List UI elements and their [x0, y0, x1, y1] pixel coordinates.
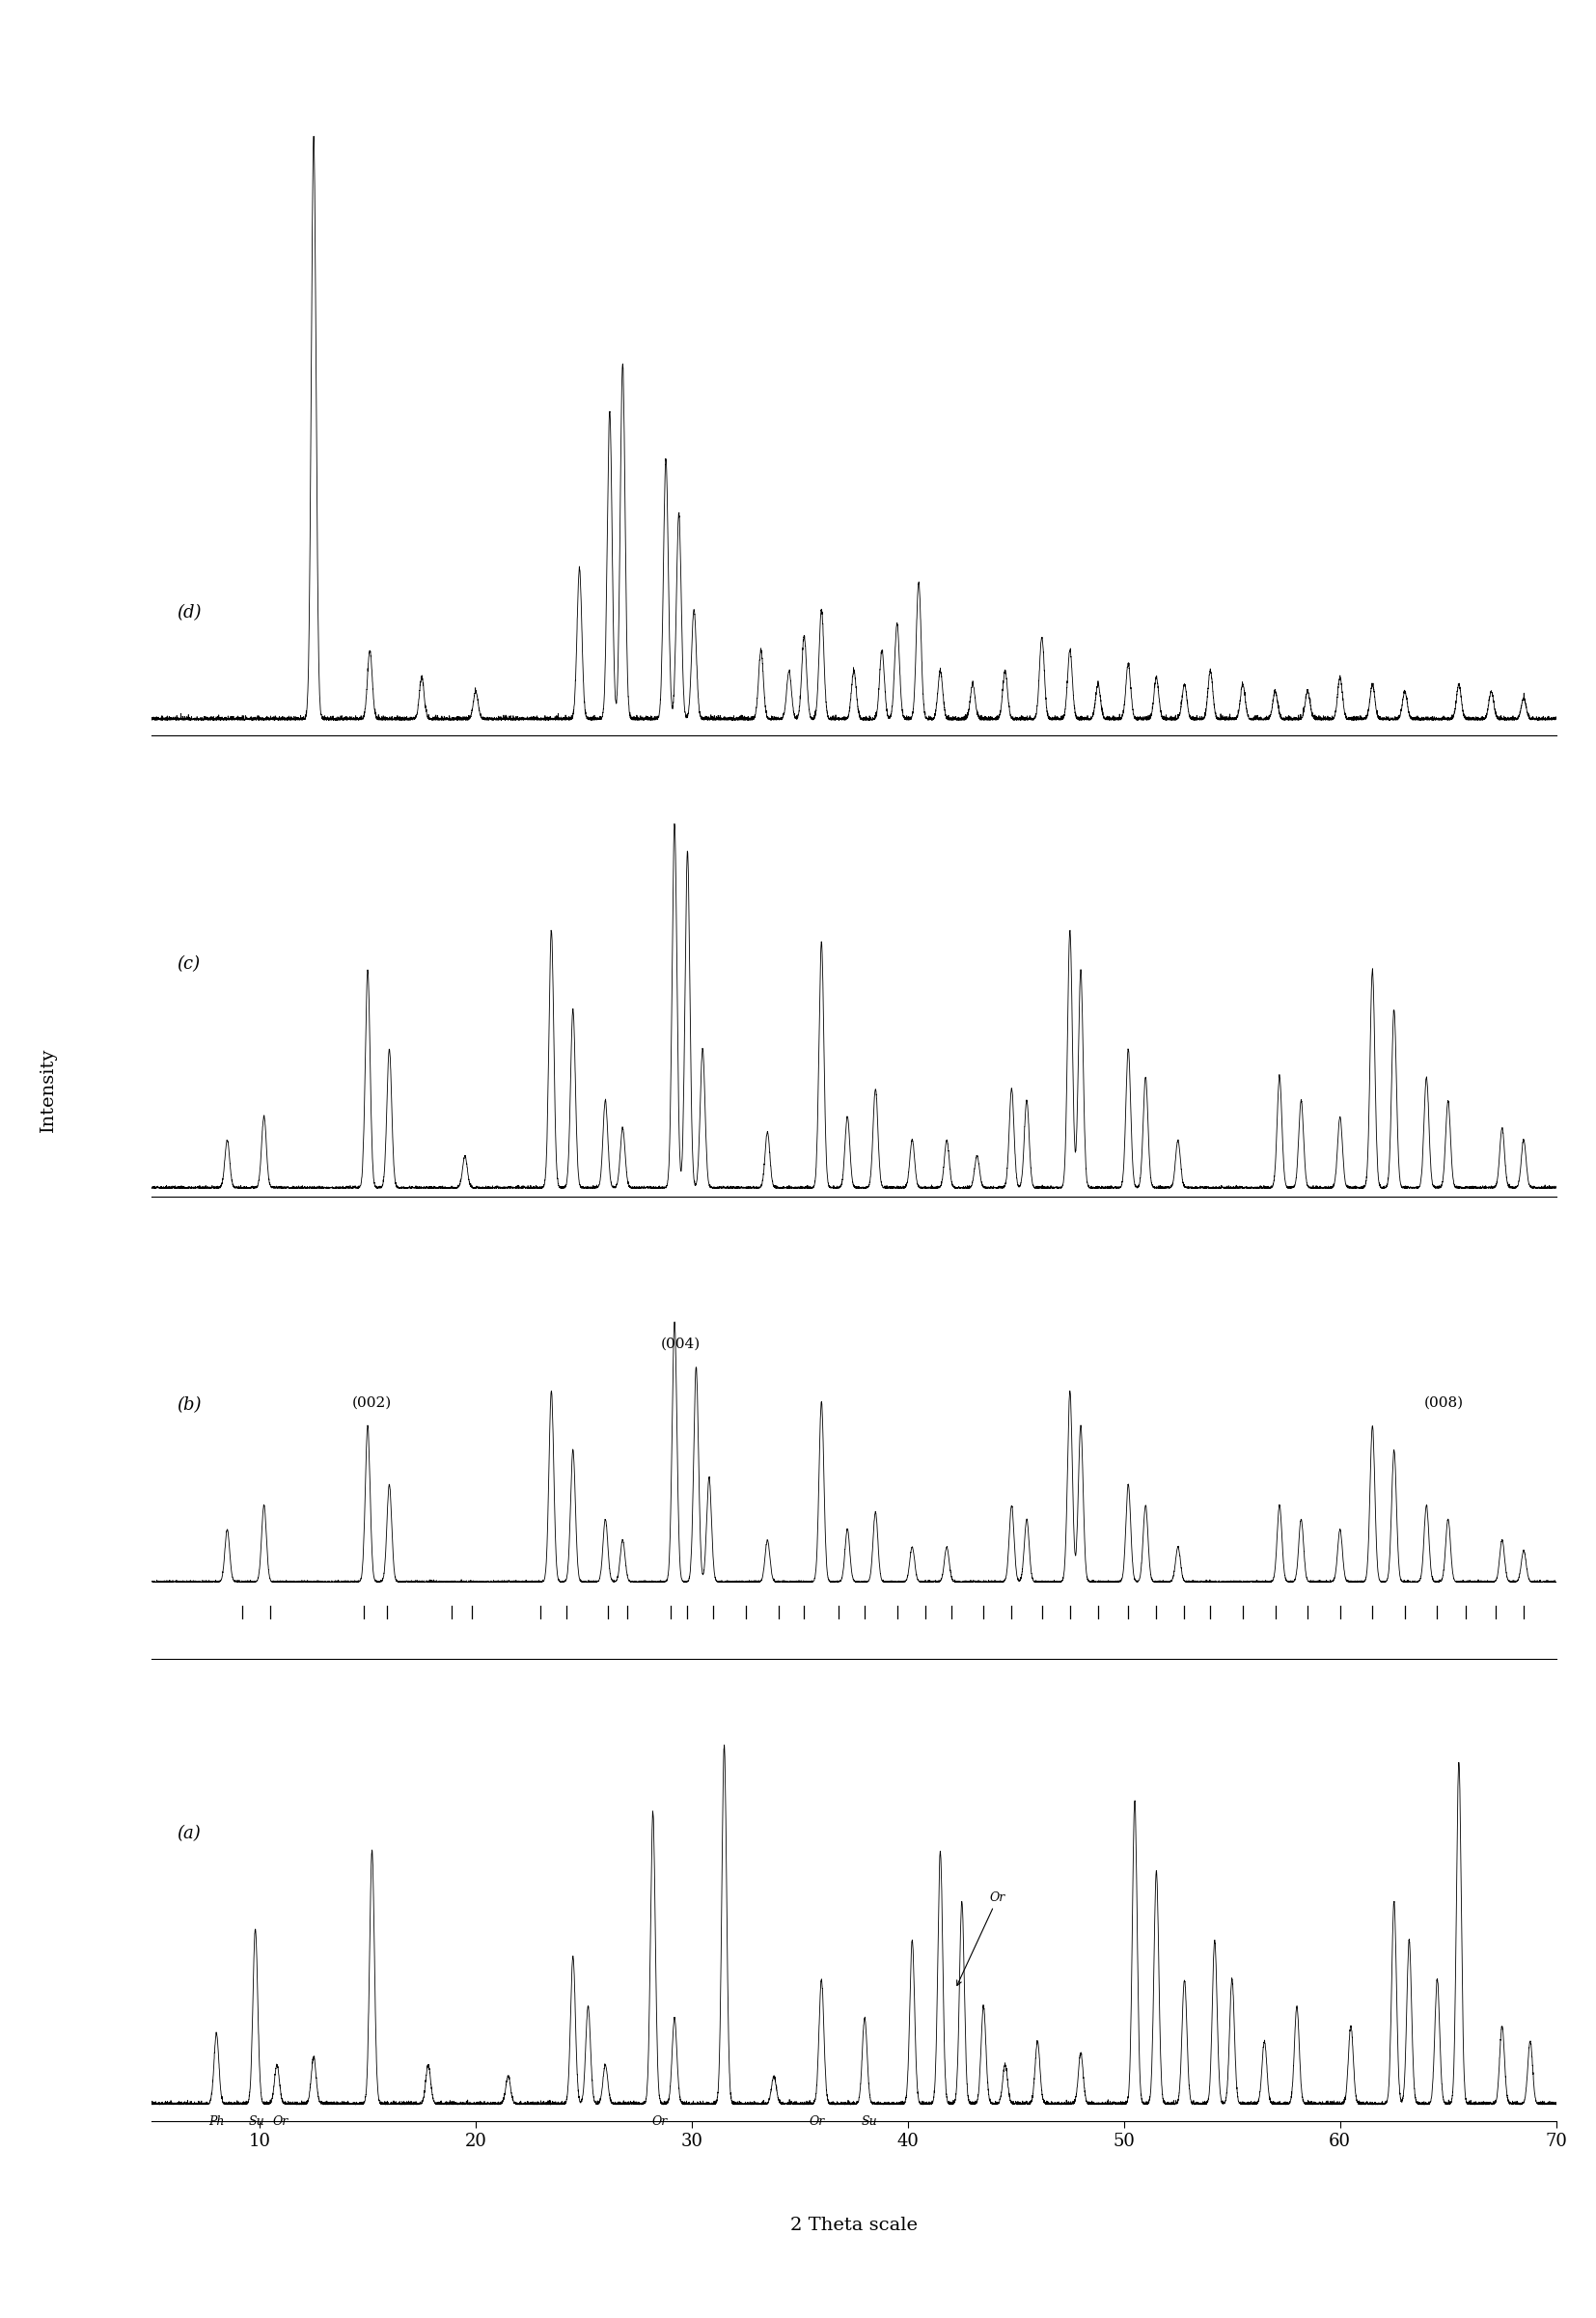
Text: (002): (002)	[353, 1395, 393, 1409]
Text: Ph: Ph	[209, 2114, 225, 2128]
Text: Or: Or	[273, 2114, 287, 2128]
Text: (004): (004)	[661, 1337, 701, 1351]
Text: (a): (a)	[177, 1824, 201, 1843]
Text: (b): (b)	[177, 1395, 201, 1414]
Text: (c): (c)	[177, 955, 200, 974]
Text: Su: Su	[860, 2114, 878, 2128]
Text: Or: Or	[958, 1891, 1005, 1987]
Text: Intensity: Intensity	[40, 1048, 56, 1131]
Text: Or: Or	[651, 2114, 667, 2128]
Text: (008): (008)	[1424, 1395, 1464, 1409]
Text: Su: Su	[249, 2114, 265, 2128]
Text: (d): (d)	[177, 605, 201, 621]
Text: 2 Theta scale: 2 Theta scale	[790, 2216, 918, 2235]
Text: Or: Or	[809, 2114, 825, 2128]
